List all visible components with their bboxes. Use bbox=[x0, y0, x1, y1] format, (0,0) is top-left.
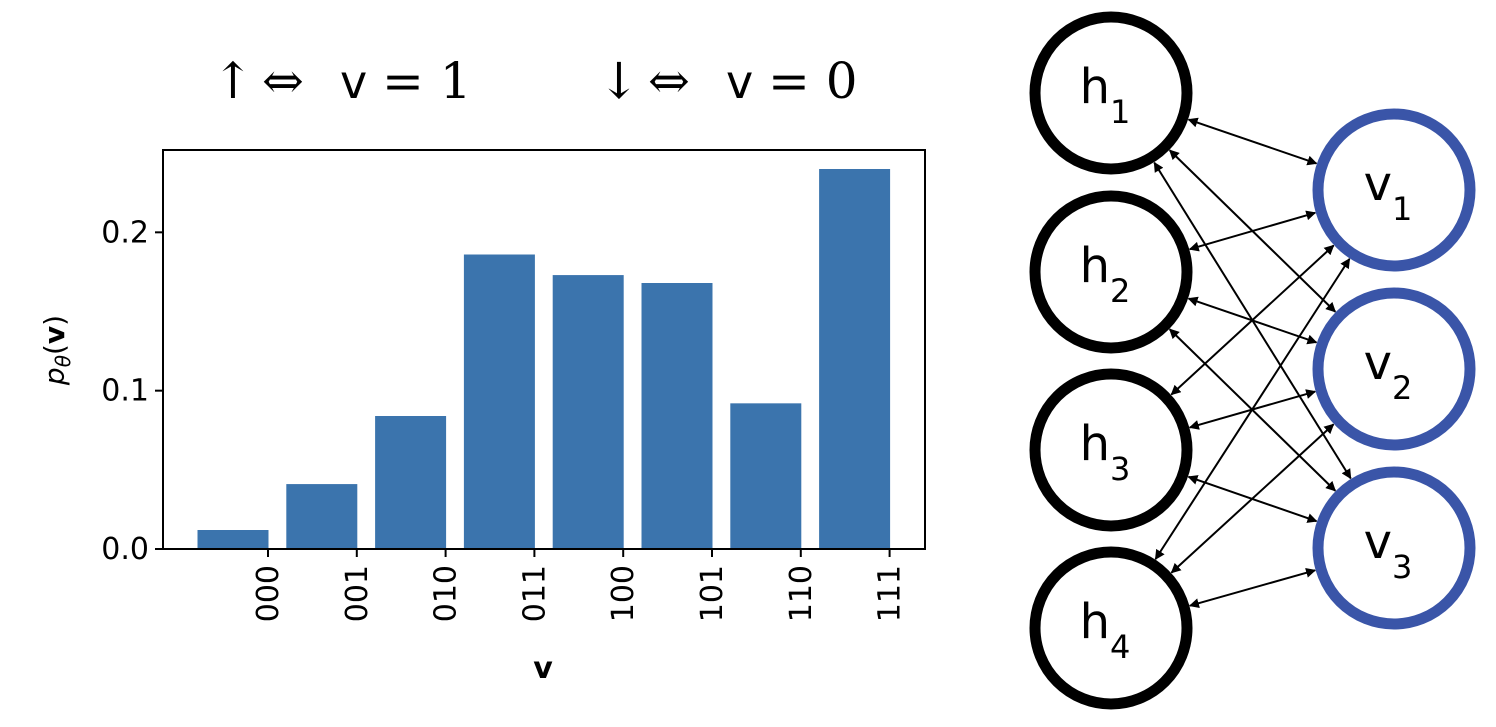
x-tick-label-010: 010 bbox=[429, 565, 464, 622]
bar-110 bbox=[730, 403, 802, 549]
rbm-network-diagram: h1 h2 h3 h4 v1 v2 v3 bbox=[1029, 11, 1476, 710]
bar-chart: 0.0 0.1 0.2 000 001 010 011 100 101 110 111 v pθ(… bbox=[38, 149, 926, 686]
x-tick-label-101: 101 bbox=[695, 565, 730, 622]
bar-100 bbox=[552, 275, 624, 549]
up-equivalence-symbol: ⇔ bbox=[262, 52, 304, 110]
edge-h1-v1 bbox=[1187, 117, 1318, 166]
down-variable: v bbox=[726, 55, 753, 109]
visible-node-label: v2 bbox=[1364, 335, 1413, 407]
down-equivalence-symbol: ⇔ bbox=[648, 52, 690, 110]
y-axis-label: pθ(v) bbox=[38, 315, 75, 386]
y-axis-label-arg: v bbox=[38, 326, 71, 344]
y-tick-label: 0.1 bbox=[101, 374, 149, 409]
x-axis-ticks: 000 001 010 011 100 101 110 111 bbox=[251, 549, 908, 622]
bars bbox=[197, 169, 891, 549]
hidden-node-h2: h2 bbox=[1029, 190, 1193, 354]
x-tick-label-110: 110 bbox=[784, 565, 819, 622]
hidden-node-h4: h4 bbox=[1029, 546, 1193, 710]
visible-node-v3: v3 bbox=[1312, 466, 1476, 630]
network-edges bbox=[1153, 117, 1352, 609]
hidden-node-label: h4 bbox=[1080, 594, 1131, 666]
y-axis-ticks: 0.0 0.1 0.2 bbox=[101, 215, 163, 567]
up-arrow-symbol: ↑ bbox=[212, 52, 254, 110]
bar-111 bbox=[819, 169, 891, 549]
x-tick-label-000: 000 bbox=[251, 565, 286, 622]
plot-frame bbox=[162, 149, 926, 550]
visible-node-circle bbox=[1312, 108, 1476, 272]
bar-001 bbox=[286, 484, 358, 549]
visible-node-circle bbox=[1312, 287, 1476, 451]
network-nodes: h1 h2 h3 h4 v1 v2 v3 bbox=[1029, 11, 1476, 710]
bar-101 bbox=[641, 283, 713, 549]
y-axis-label-open: ( bbox=[38, 344, 71, 355]
x-tick-label-111: 111 bbox=[873, 565, 908, 622]
visible-node-label: v3 bbox=[1364, 514, 1413, 586]
x-tick-label-001: 001 bbox=[340, 565, 375, 622]
visible-node-v2: v2 bbox=[1312, 287, 1476, 451]
y-axis-label-close: ) bbox=[38, 315, 71, 326]
hidden-node-label: h3 bbox=[1080, 416, 1131, 488]
bar-010 bbox=[375, 416, 447, 549]
hidden-node-label: h1 bbox=[1080, 59, 1131, 131]
up-variable: v bbox=[340, 55, 367, 109]
edge-h2-v1 bbox=[1188, 210, 1317, 252]
x-tick-label-011: 011 bbox=[517, 565, 552, 622]
hidden-node-h1: h1 bbox=[1029, 11, 1193, 175]
hidden-node-circle bbox=[1029, 546, 1193, 710]
down-value: = 0 bbox=[768, 52, 858, 110]
hidden-node-h3: h3 bbox=[1029, 368, 1193, 532]
y-axis-label-sub: θ bbox=[51, 355, 75, 367]
bar-000 bbox=[197, 530, 269, 549]
y-tick-label: 0.0 bbox=[101, 532, 149, 567]
edge-h4-v2 bbox=[1170, 423, 1335, 574]
hidden-node-circle bbox=[1029, 11, 1193, 175]
y-axis-label-main: p bbox=[38, 367, 71, 386]
up-value: = 1 bbox=[382, 52, 472, 110]
hidden-node-circle bbox=[1029, 368, 1193, 532]
bar-011 bbox=[463, 254, 535, 549]
annotation-up: ↑ ⇔ v = 1 bbox=[212, 52, 472, 110]
visible-node-v1: v1 bbox=[1312, 108, 1476, 272]
hidden-node-circle bbox=[1029, 190, 1193, 354]
x-tick-label-100: 100 bbox=[606, 565, 641, 622]
y-tick-label: 0.2 bbox=[101, 215, 149, 250]
x-axis-label: v bbox=[533, 651, 553, 686]
down-arrow-symbol: ↓ bbox=[598, 52, 640, 110]
visible-node-circle bbox=[1312, 466, 1476, 630]
edge-h4-v3 bbox=[1188, 567, 1317, 609]
annotation-down: ↓ ⇔ v = 0 bbox=[598, 52, 858, 110]
visible-node-label: v1 bbox=[1364, 156, 1413, 228]
hidden-node-label: h2 bbox=[1080, 238, 1131, 310]
